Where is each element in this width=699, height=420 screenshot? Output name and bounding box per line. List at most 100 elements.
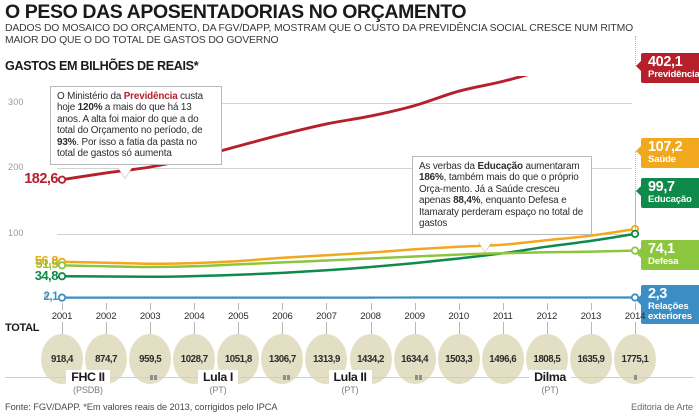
total-stem [150,322,152,334]
x-axis-tick-2005 [238,303,240,310]
total-stem [414,322,416,334]
badge-arrow-previdência [636,61,641,71]
start-label-educação: 34,8 [34,268,59,284]
x-axis-tick-2011 [502,303,504,310]
president-party: (PT) [209,385,227,395]
president-divider-mark [634,375,637,380]
x-axis-tick-2003 [150,303,152,310]
start-label-relações-exteriores: 2,1 [43,290,59,303]
x-axis-tick-2012 [546,303,548,310]
x-axis-tick-2010 [458,303,460,310]
gridline-300 [57,103,632,104]
callout-text-fragment: a mais do que há 13 anos. A alta foi mai… [57,102,203,137]
x-axis-year-2007: 2007 [316,311,337,322]
total-value: 959,5 [139,353,162,365]
badge-arrow-relações-exteriores [636,295,641,305]
president-term-lula-ii: Lula II (PT) [290,368,410,395]
x-axis-year-2012: 2012 [536,311,558,322]
x-axis-year-2008: 2008 [360,311,381,322]
president-divider-mark [154,375,157,380]
badge-value: 402,1 [648,54,683,70]
callout-text-fragment: As verbas da [419,161,478,172]
callout-text-fragment: 93% [57,136,77,148]
total-value: 1808,5 [533,353,561,365]
callout-previdencia: O Ministério da Previdência custa hoje 1… [50,86,222,166]
start-label-defesa: 51,5 [35,257,59,272]
total-value: 1775,1 [621,353,649,365]
x-axis-year-2010: 2010 [448,311,469,322]
page-headline: O PESO DAS APOSENTADORIAS NO ORÇAMENTO [5,1,467,23]
series-marker-start-educação [57,272,67,281]
x-axis-tick-2004 [194,303,196,310]
total-stem [502,322,504,334]
badge-series-name: Defesa [648,255,679,267]
y-tick-100: 100 [8,227,24,238]
x-axis-year-2003: 2003 [139,311,161,322]
president-name: Dilma [529,370,571,384]
total-stem [62,322,63,334]
total-bubble: 1635,9 [569,334,612,384]
x-axis-tick-2009 [414,303,416,310]
chart-x-axis-years: 2001 2002 2003 2004 2005 2006 2007 2008 2009 2010… [0,303,699,326]
president-divider-mark [287,375,290,380]
badge-defesa: 74,1 Defesa [641,240,699,270]
callout-text-fragment: Educação [477,161,523,172]
x-axis-tick-2001 [62,303,63,310]
president-name: Lula I [198,370,238,384]
total-stem [635,322,636,334]
total-value: 1635,9 [577,353,605,365]
president-divider-mark [415,375,418,380]
callout-text-fragment: custa hoje [57,91,203,114]
badge-relações-exteriores: 2,3 Relações exteriores [641,285,699,325]
series-marker-start-defesa [57,261,67,270]
badge-saúde: 107,2 Saúde [641,138,699,168]
x-axis-year-2001: 2001 [51,311,73,322]
callout-text-fragment: , também mais do que o próprio Orça-ment… [419,172,579,207]
badge-leader-vertical-saúde [635,151,636,229]
callout-educacao: As verbas da Educação aumentaram 186%, t… [412,156,592,236]
badge-value: 2,3 [648,286,667,302]
x-axis-tick-2007 [326,303,328,310]
callout-text-fragment: , enquanto Defesa e Itamaraty perderam e… [419,195,584,230]
total-bubble: 1503,3 [437,334,480,384]
y-tick-0: 0 [44,293,49,302]
x-axis-tick-2013 [590,303,592,310]
president-party: (PSDB) [73,385,103,395]
presidential-terms-axis: FHC II (PSDB) Lula I (PT) Lula II (PT) Dilma (P… [0,368,699,396]
total-value: 874,7 [95,353,118,365]
badge-value: 99,7 [648,179,675,195]
start-label-previdência: 182,6 [24,170,58,187]
total-stem [238,322,240,334]
callout-text-fragment: 186% [419,172,444,184]
y-tick-200: 200 [8,162,24,173]
total-bubble: 1496,6 [481,334,524,384]
president-term-fhc-ii: FHC II (PSDB) [28,368,148,395]
gridline-200 [57,168,632,170]
total-stem [106,322,108,334]
x-axis-tick-2014 [635,303,636,310]
x-axis-year-2002: 2002 [95,311,117,322]
total-stem [546,322,548,334]
total-stem [326,322,328,334]
series-line-previdência [60,76,529,182]
chart-series-lines [57,76,640,302]
total-stem [458,322,460,334]
chart-plot-area: 0 100 200 300 182,6 56,8 34,8 51,5 2,1 [0,76,699,308]
total-value: 1634,4 [401,353,429,365]
x-axis-year-2005: 2005 [228,311,249,322]
series-marker-end-educação [630,229,640,238]
callout-text-fragment: O Ministério da [57,91,124,102]
president-term-dilma: Dilma (PT) [490,368,610,395]
president-name: FHC II [66,370,110,384]
total-value: 1434,2 [357,353,384,365]
president-divider-mark [419,375,422,380]
gridline-100 [57,233,632,235]
callout-previdencia-tail [118,167,132,178]
badge-leader-vertical-previdência [635,36,636,66]
x-axis-year-2006: 2006 [272,311,293,322]
total-stem [282,322,284,334]
x-axis-year-2013: 2013 [580,311,602,322]
badge-series-name: Saúde [648,153,676,165]
total-value: 918,4 [51,353,73,365]
badge-previdência: 402,1 Previdência [641,53,699,83]
